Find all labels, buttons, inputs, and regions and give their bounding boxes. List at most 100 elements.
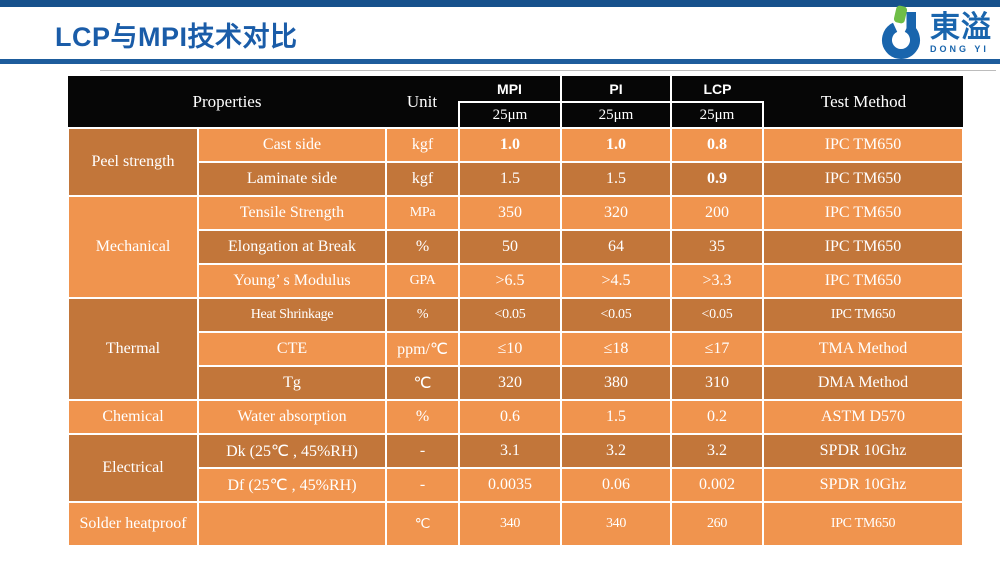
table-header: Properties Unit MPI PI LCP Test Method 2… xyxy=(68,76,963,128)
value-cell-pi: <0.05 xyxy=(560,297,672,333)
unit-cell: % xyxy=(385,297,460,333)
table-row: Thermal Heat Shrinkage% <0.05 <0.05 <0.05 IPC… xyxy=(67,297,964,401)
property-cell: Tensile Strength xyxy=(197,195,387,231)
test-method-cell: TMA Method xyxy=(762,331,964,367)
property-cell: Laminate side xyxy=(197,161,387,197)
divider-line xyxy=(0,59,1000,64)
header-thickness-lcp: 25μm xyxy=(670,101,764,128)
unit-cell: - xyxy=(385,433,460,469)
property-cell: Tg xyxy=(197,365,387,401)
value-cell-lcp: 0.8 xyxy=(670,127,764,163)
value-cell-lcp: 260 xyxy=(670,501,764,547)
group-cell: Chemical xyxy=(67,399,199,435)
value-cell-mpi: 340 xyxy=(458,501,562,547)
value-cell-lcp: 35 xyxy=(670,229,764,265)
value-cell-pi: 380 xyxy=(560,365,672,401)
header-thickness-mpi: 25μm xyxy=(458,101,561,128)
value-cell-pi: ≤18 xyxy=(560,331,672,367)
value-cell-mpi: ≤10 xyxy=(458,331,562,367)
comparison-table: Properties Unit MPI PI LCP Test Method 2… xyxy=(67,76,964,547)
unit-cell: ℃ xyxy=(385,365,460,401)
group-cell: Electrical xyxy=(67,433,199,503)
value-cell-pi: 1.5 xyxy=(560,161,672,197)
value-cell-lcp: 0.9 xyxy=(670,161,764,197)
value-cell-pi: 0.06 xyxy=(560,467,672,503)
header-material-mpi: MPI xyxy=(459,76,561,102)
header-test-method: Test Method xyxy=(763,76,963,128)
unit-cell: - xyxy=(385,467,460,503)
value-cell-mpi: 0.0035 xyxy=(458,467,562,503)
property-cell: Water absorption xyxy=(197,399,387,435)
property-cell: Young’ s Modulus xyxy=(197,263,387,299)
property-cell: Dk (25℃ , 45%RH) xyxy=(197,433,387,469)
test-method-cell: SPDR 10Ghz xyxy=(762,467,964,503)
table-row: Chemical Water absorption% 0.6 1.5 0.2 ASTM D… xyxy=(67,399,964,435)
value-cell-lcp: 200 xyxy=(670,195,764,231)
test-method-cell: IPC TM650 xyxy=(762,263,964,299)
value-cell-mpi: 3.1 xyxy=(458,433,562,469)
table-row: Tg ℃ 320 380 310 DMA Method xyxy=(68,365,964,401)
logo-text: 東溢 DONG YI xyxy=(930,10,992,54)
value-cell-mpi: 1.5 xyxy=(458,161,562,197)
table-row: Elongation at Break% 50 64 35 IPC TM650 xyxy=(68,229,964,265)
thin-decor-line xyxy=(100,70,996,71)
value-cell-mpi: <0.05 xyxy=(458,297,562,333)
property-cell: Elongation at Break xyxy=(197,229,387,265)
test-method-cell: SPDR 10Ghz xyxy=(762,433,964,469)
table-row: Laminate side kgf 1.5 1.5 0.9 IPC TM650 xyxy=(68,161,964,197)
group-cell: Peel strength xyxy=(67,127,199,197)
unit-cell: % xyxy=(385,229,460,265)
table-body: Peel strength Cast side kgf 1.0 1.0 0.8 IPC TM… xyxy=(67,127,964,547)
header-properties: Properties xyxy=(68,76,386,128)
value-cell-lcp: 0.002 xyxy=(670,467,764,503)
unit-cell: ℃ xyxy=(385,501,460,547)
property-cell xyxy=(197,501,387,547)
unit-cell: kgf xyxy=(385,161,460,197)
property-cell: Heat Shrinkage xyxy=(197,297,387,333)
value-cell-lcp: <0.05 xyxy=(670,297,764,333)
table-row: Electrical Dk (25℃ , 45%RH) -3.1 3.2 3.2 SPDR… xyxy=(67,433,964,503)
value-cell-lcp: 0.2 xyxy=(670,399,764,435)
unit-cell: MPa xyxy=(385,195,460,231)
value-cell-mpi: 320 xyxy=(458,365,562,401)
unit-cell: ppm/℃ xyxy=(385,331,460,367)
test-method-cell: IPC TM650 xyxy=(762,297,964,333)
value-cell-pi: 320 xyxy=(560,195,672,231)
group-cell: Solder heatproof xyxy=(67,501,199,547)
logo-en-text: DONG YI xyxy=(930,43,989,54)
value-cell-lcp: ≤17 xyxy=(670,331,764,367)
header-material-lcp: LCP xyxy=(670,76,763,102)
test-method-cell: IPC TM650 xyxy=(762,161,964,197)
header-material-pi: PI xyxy=(560,76,671,102)
test-method-cell: ASTM D570 xyxy=(762,399,964,435)
test-method-cell: DMA Method xyxy=(762,365,964,401)
table-row: Solder heatproof ℃ 340 340 260 IPC TM650 xyxy=(67,501,964,547)
table-row: Df (25℃ , 45%RH) -0.0035 0.06 0.002 SPDR 10G… xyxy=(68,467,964,503)
table-row: Mechanical Tensile Strength MPa 350 320 200 IP… xyxy=(67,195,964,299)
top-bar xyxy=(0,0,1000,7)
value-cell-pi: 3.2 xyxy=(560,433,672,469)
property-cell: Df (25℃ , 45%RH) xyxy=(197,467,387,503)
page-title: LCP与MPI技术对比 xyxy=(55,22,298,52)
header-unit: Unit xyxy=(386,76,459,128)
test-method-cell: IPC TM650 xyxy=(762,127,964,163)
group-cell: Mechanical xyxy=(67,195,199,299)
unit-cell: GPA xyxy=(385,263,460,299)
table-row: Peel strength Cast side kgf 1.0 1.0 0.8 IPC TM… xyxy=(67,127,964,197)
value-cell-pi: 64 xyxy=(560,229,672,265)
logo-cn-text: 東溢 xyxy=(930,10,992,44)
logo: 東溢 DONG YI xyxy=(875,4,992,62)
value-cell-mpi: 1.0 xyxy=(458,127,562,163)
table-row: CTE ppm/℃ ≤10 ≤18 ≤17 TMA Method xyxy=(68,331,964,367)
test-method-cell: IPC TM650 xyxy=(762,195,964,231)
property-cell: Cast side xyxy=(197,127,387,163)
value-cell-mpi: 50 xyxy=(458,229,562,265)
value-cell-mpi: 0.6 xyxy=(458,399,562,435)
test-method-cell: IPC TM650 xyxy=(762,501,964,547)
table-row: Young’ s Modulus GPA >6.5 >4.5 >3.3 IPC TM650 xyxy=(68,263,964,299)
property-cell: CTE xyxy=(197,331,387,367)
value-cell-lcp: >3.3 xyxy=(670,263,764,299)
value-cell-pi: 1.0 xyxy=(560,127,672,163)
group-cell: Thermal xyxy=(67,297,199,401)
